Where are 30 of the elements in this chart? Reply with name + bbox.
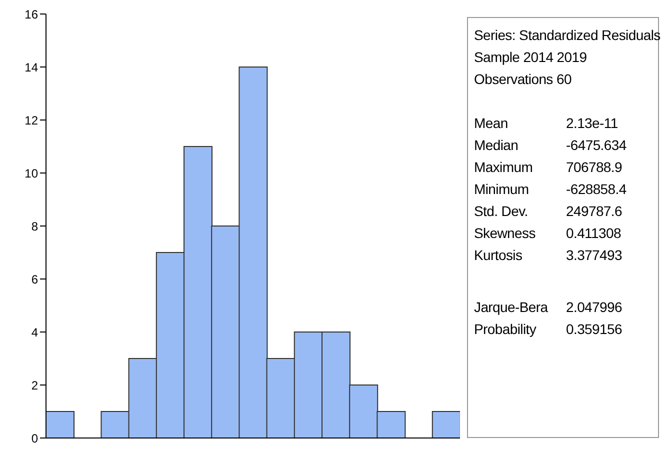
text: -6475.634 <box>566 136 626 155</box>
y-tick-label: 4 <box>31 325 38 340</box>
y-tick-label: 12 <box>24 113 38 128</box>
text: Maximum <box>474 158 534 177</box>
text: Median <box>474 136 520 155</box>
text: -628858.4 <box>566 180 626 199</box>
text: Probability <box>474 320 538 339</box>
text: Kurtosis <box>474 246 524 265</box>
text: 0.359156 <box>566 320 622 339</box>
text: 3.377493 <box>566 246 622 265</box>
text: Skewness <box>474 224 536 243</box>
text: Minimum <box>474 180 530 199</box>
text: Mean <box>474 114 509 133</box>
text: Series: Standardized Residuals <box>474 26 660 45</box>
y-tick-label: 10 <box>24 166 38 180</box>
text: 706788.9 <box>566 158 622 177</box>
text: 0.411308 <box>566 224 621 243</box>
text: 249787.6 <box>566 202 622 221</box>
y-tick-label: 14 <box>24 60 38 74</box>
text: 2.13e-11 <box>566 114 618 133</box>
y-tick-label: 0 <box>31 431 38 446</box>
y-tick-label: 16 <box>24 7 38 22</box>
y-tick-label: 6 <box>31 272 38 286</box>
text: Std. Dev. <box>474 202 529 221</box>
text: 2.047996 <box>566 298 622 317</box>
text: Jarque-Bera <box>474 298 549 317</box>
y-tick-label: 2 <box>31 378 38 392</box>
text: Observations 60 <box>474 70 572 89</box>
text: Sample 2014 2019 <box>474 48 588 67</box>
y-tick-label: 8 <box>31 219 38 234</box>
